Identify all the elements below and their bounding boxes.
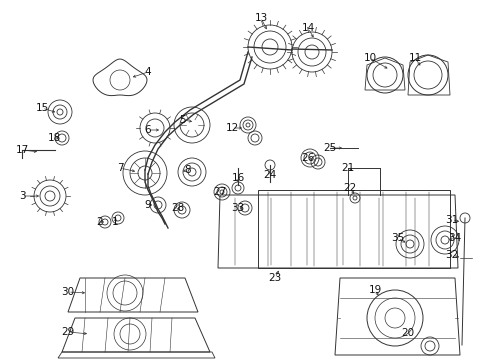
Text: 33: 33 <box>231 203 244 213</box>
Text: 24: 24 <box>263 170 276 180</box>
Text: 14: 14 <box>301 23 314 33</box>
Text: 20: 20 <box>401 328 414 338</box>
Text: 35: 35 <box>390 233 404 243</box>
Text: 30: 30 <box>61 287 74 297</box>
Text: 27: 27 <box>213 187 226 197</box>
Text: 1: 1 <box>111 217 118 227</box>
Text: 10: 10 <box>363 53 376 63</box>
Text: 31: 31 <box>445 215 458 225</box>
Text: 4: 4 <box>144 67 151 77</box>
Text: 29: 29 <box>61 327 75 337</box>
Text: 9: 9 <box>144 200 151 210</box>
Text: 12: 12 <box>225 123 238 133</box>
Text: 28: 28 <box>171 203 184 213</box>
Text: 3: 3 <box>19 191 25 201</box>
Text: 15: 15 <box>35 103 48 113</box>
Text: 11: 11 <box>407 53 421 63</box>
Text: 5: 5 <box>179 115 186 125</box>
Text: 6: 6 <box>144 125 151 135</box>
Text: 13: 13 <box>254 13 267 23</box>
Text: 8: 8 <box>184 165 191 175</box>
Text: 22: 22 <box>343 183 356 193</box>
Text: 19: 19 <box>367 285 381 295</box>
Text: 21: 21 <box>341 163 354 173</box>
Text: 32: 32 <box>445 250 458 260</box>
Text: 23: 23 <box>268 273 281 283</box>
Text: 7: 7 <box>117 163 123 173</box>
Text: 16: 16 <box>231 173 244 183</box>
Text: 17: 17 <box>15 145 29 155</box>
Text: 34: 34 <box>447 233 461 243</box>
Text: 18: 18 <box>47 133 61 143</box>
Text: 25: 25 <box>323 143 336 153</box>
Text: 26: 26 <box>301 153 314 163</box>
Text: 2: 2 <box>97 217 103 227</box>
